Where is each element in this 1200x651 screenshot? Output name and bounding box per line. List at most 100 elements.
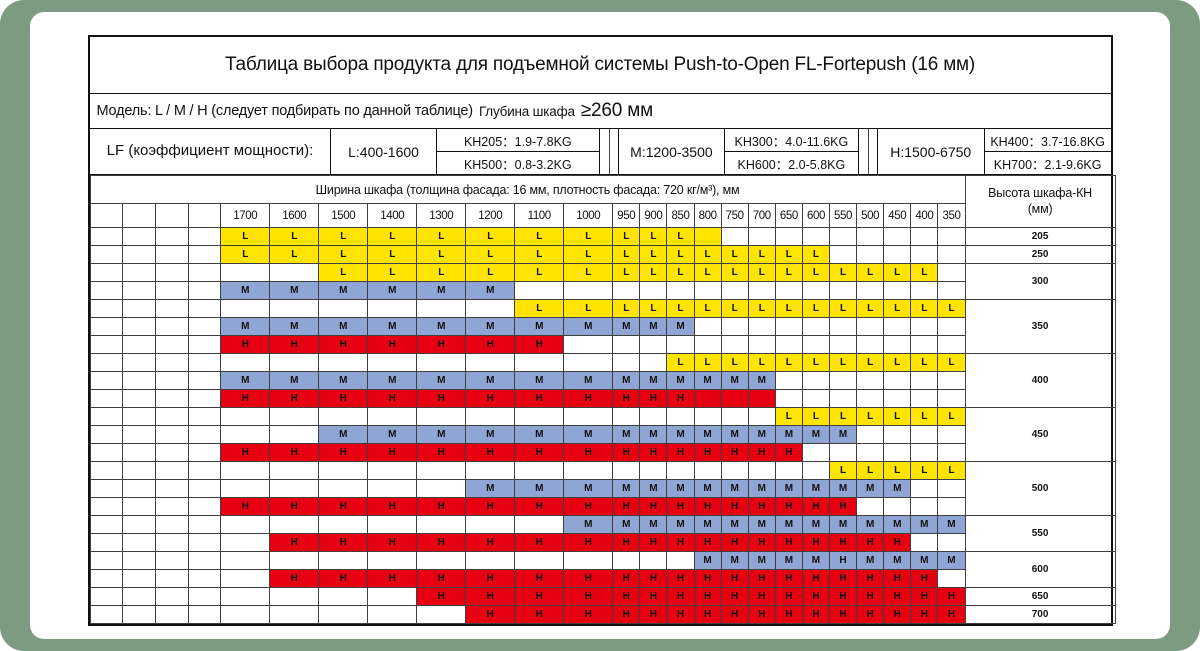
grid-cell: M [693,425,722,444]
grid-cell: L [693,245,722,264]
grid-cell [220,407,271,426]
grid-cell: M [416,281,467,300]
blank-cell [154,533,189,552]
grid-cell [774,335,803,354]
grid-cell [883,425,912,444]
grid-cell: H [514,335,565,354]
grid-cell [367,551,418,570]
grid-cell [856,227,885,246]
grid-cell: M [563,371,614,390]
grid-cell [937,443,966,462]
blank-cell [154,515,189,534]
grid-cell: L [910,461,939,480]
blank-cell [89,407,124,426]
grid-cell: L [612,245,641,264]
grid-cell [269,425,320,444]
grid-cell [220,533,271,552]
grid-cell: L [514,263,565,282]
grid-cell: H [367,389,418,408]
blank-cell [187,425,222,444]
grid-cell: L [367,263,418,282]
grid-cell [937,245,966,264]
blank-cell [89,317,124,336]
grid-cell [318,299,369,318]
grid-cell [910,281,939,300]
grid-cell [801,335,831,354]
grid-cell [747,335,776,354]
grid-cell: H [828,605,858,624]
grid-cell [220,461,271,480]
grid-cell: H [856,605,885,624]
blank-cell [187,263,222,282]
grid-cell: H [612,605,641,624]
blank-cell [122,299,156,318]
grid-cell: H [828,587,858,606]
grid-cell [269,461,320,480]
grid-cell [883,389,912,408]
grid-cell: L [883,407,912,426]
grid-cell: M [416,425,467,444]
grid-cell: L [910,407,939,426]
grid-cell: L [883,461,912,480]
grid-cell: H [269,569,320,588]
grid-cell [367,515,418,534]
grid-cell [747,281,776,300]
grid-cell: H [269,497,320,516]
grid-cell: H [801,569,831,588]
col-header: 850 [666,203,695,228]
grid-cell [514,281,565,300]
grid-cell [465,353,516,372]
grid-cell [774,227,803,246]
grid-cell: M [639,371,668,390]
blank-cell [154,443,189,462]
grid-cell: H [367,443,418,462]
blank-cell [122,407,156,426]
height-value: 205 [964,227,1116,246]
grid-row: L L L L L 500 [89,461,1116,516]
col-header: 1000 [563,203,614,228]
grid-cell: H [514,497,565,516]
grid-cell: M [639,479,668,498]
blank-cell [154,353,189,372]
grid-cell [220,569,271,588]
grid-cell [318,461,369,480]
grid-cell [747,407,776,426]
grid-cell: H [747,443,776,462]
grid-cell: H [747,533,776,552]
grid-cell [639,407,668,426]
grid-cell [465,515,516,534]
height-value: 600 [964,551,1116,588]
grid-cell: H [416,533,467,552]
grid-cell [774,371,803,390]
grid-cell: L [563,227,614,246]
grid-cell: H [563,443,614,462]
grid-cell [563,353,614,372]
grid-cell: M [220,317,271,336]
grid-cell: H [639,443,668,462]
grid-cell: M [693,515,722,534]
grid-cell [801,461,831,480]
grid-cell [828,245,858,264]
grid-row: M M M M M M M M M M M M M M 550 [89,515,1116,552]
grid-cell: M [801,515,831,534]
grid-cell: H [514,605,565,624]
grid-cell: H [612,497,641,516]
grid-cell [801,389,831,408]
grid-cell [318,551,369,570]
grid-cell: H [318,569,369,588]
grid-cell [910,389,939,408]
lf-row: LF (коэффициент мощности): L:400-1600 KH… [89,129,1111,175]
grid-cell: H [883,569,912,588]
grid-cell: H [514,587,565,606]
height-value: 450 [964,407,1116,462]
grid-cell [269,299,320,318]
grid-cell: M [269,281,320,300]
grid-cell: M [612,479,641,498]
grid-cell: L [801,353,831,372]
depth-label: Глубина шкафа [478,103,575,119]
col-header: 600 [801,203,831,228]
grid-cell: M [367,371,418,390]
grid-cell: L [666,299,695,318]
grid-cell: H [720,533,749,552]
